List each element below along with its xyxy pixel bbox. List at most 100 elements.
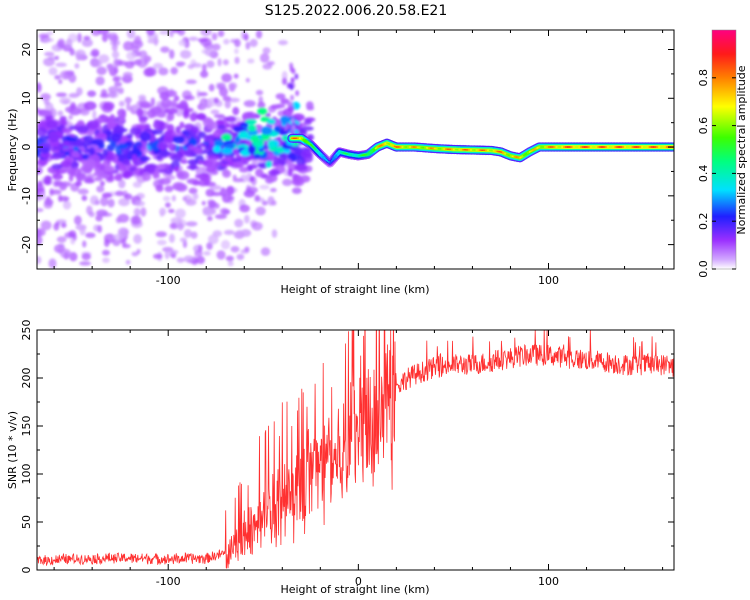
noise-blob bbox=[107, 32, 119, 42]
band-blob bbox=[136, 143, 142, 150]
band-blob bbox=[300, 150, 314, 159]
noise-blob bbox=[278, 39, 288, 46]
band-blob bbox=[231, 157, 242, 163]
noise-blob bbox=[113, 58, 119, 69]
band-blob bbox=[160, 98, 173, 108]
noise-blob bbox=[37, 235, 43, 246]
noise-blob bbox=[159, 207, 167, 216]
band-blob bbox=[126, 133, 133, 139]
heatmap-xlabel: Height of straight line (km) bbox=[280, 283, 429, 296]
band-blob bbox=[61, 140, 71, 148]
band-blob bbox=[180, 159, 188, 164]
band-blob bbox=[175, 126, 181, 134]
noise-blob bbox=[132, 104, 139, 111]
band-blob bbox=[105, 154, 116, 162]
noise-blob bbox=[77, 188, 89, 195]
band-blob bbox=[100, 115, 110, 120]
band-blob bbox=[38, 135, 50, 143]
band-blob bbox=[222, 156, 232, 162]
noise-blob bbox=[101, 33, 108, 43]
band-blob bbox=[136, 107, 144, 118]
band-blob bbox=[195, 173, 202, 179]
noise-blob bbox=[118, 100, 125, 107]
noise-blob bbox=[196, 256, 205, 265]
noise-blob bbox=[223, 229, 235, 235]
band-blob bbox=[242, 158, 249, 166]
noise-blob bbox=[260, 247, 271, 256]
colorbar-frame bbox=[711, 29, 737, 270]
colorbar-tick-label: 0.6 bbox=[697, 117, 710, 135]
noise-blob bbox=[255, 30, 263, 39]
noise-blob bbox=[132, 216, 139, 223]
band-blob bbox=[44, 198, 54, 206]
band-blob bbox=[246, 111, 255, 118]
band-blob bbox=[243, 189, 255, 198]
noise-blob bbox=[251, 221, 263, 231]
band-blob bbox=[208, 200, 217, 209]
noise-blob bbox=[68, 114, 73, 120]
band-blob bbox=[291, 187, 302, 195]
transition-blob bbox=[221, 133, 232, 142]
band-blob bbox=[129, 127, 142, 136]
noise-blob bbox=[211, 32, 218, 41]
band-blob bbox=[122, 170, 132, 179]
noise-blob bbox=[165, 202, 171, 208]
noise-blob bbox=[102, 257, 110, 264]
noise-blob bbox=[62, 200, 72, 210]
noise-blob bbox=[132, 181, 142, 188]
noise-blob bbox=[59, 70, 72, 80]
band-blob bbox=[93, 171, 105, 177]
band-blob bbox=[131, 153, 138, 163]
transition-blob bbox=[234, 135, 241, 144]
band-blob bbox=[122, 158, 131, 166]
transition-blob bbox=[238, 130, 249, 140]
noise-blob bbox=[111, 44, 118, 52]
transition-blob bbox=[274, 125, 281, 133]
noise-blob bbox=[68, 174, 74, 182]
noise-blob bbox=[126, 102, 131, 112]
noise-blob bbox=[190, 231, 198, 239]
noise-blob bbox=[107, 198, 115, 208]
noise-blob bbox=[124, 96, 132, 104]
heatmap-ylabel: Frequency (Hz) bbox=[6, 109, 19, 192]
band-blob bbox=[183, 149, 196, 158]
noise-blob bbox=[227, 261, 234, 267]
noise-blob bbox=[48, 258, 57, 269]
noise-blob bbox=[232, 178, 244, 183]
band-blob bbox=[142, 171, 152, 182]
noise-blob bbox=[234, 38, 241, 48]
noise-blob bbox=[255, 206, 266, 216]
noise-blob bbox=[138, 94, 147, 101]
band-blob bbox=[155, 184, 164, 193]
heatmap-frame bbox=[36, 29, 675, 270]
noise-blob bbox=[100, 196, 109, 207]
colorbar: 0.0 0.2 0.4 0.6 0.8 Normalized spectral ampl… bbox=[697, 29, 748, 278]
noise-blob bbox=[40, 93, 51, 101]
noise-blob bbox=[171, 195, 176, 202]
band-blob bbox=[175, 183, 188, 192]
band-blob bbox=[226, 185, 235, 196]
noise-blob bbox=[43, 51, 55, 57]
band-blob bbox=[88, 147, 95, 156]
noise-blob bbox=[102, 249, 110, 256]
noise-blob bbox=[168, 233, 175, 243]
transition-blob bbox=[252, 141, 264, 148]
noise-blob bbox=[197, 38, 209, 43]
noise-blob bbox=[244, 246, 250, 252]
band-blob bbox=[43, 179, 52, 186]
noise-blob bbox=[234, 218, 244, 228]
band-blob bbox=[155, 155, 163, 160]
band-blob bbox=[101, 192, 113, 199]
band-blob bbox=[55, 151, 66, 157]
band-blob bbox=[275, 93, 286, 100]
band-blob bbox=[179, 121, 185, 129]
band-blob bbox=[190, 138, 198, 145]
noise-blob bbox=[228, 97, 240, 103]
noise-blob bbox=[150, 97, 156, 107]
transition-blob bbox=[267, 139, 276, 149]
noise-blob bbox=[188, 187, 198, 195]
noise-blob bbox=[85, 232, 96, 239]
noise-blob bbox=[155, 231, 167, 238]
band-blob bbox=[71, 150, 80, 158]
heatmap-noise-layer bbox=[37, 30, 316, 269]
